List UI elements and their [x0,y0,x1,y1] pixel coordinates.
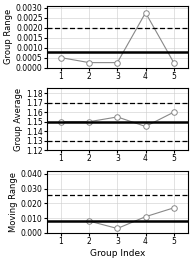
Y-axis label: Group Average: Group Average [14,88,23,151]
Y-axis label: Moving Range: Moving Range [9,172,18,232]
X-axis label: Group Index: Group Index [90,249,145,258]
Y-axis label: Group Range: Group Range [4,9,13,64]
